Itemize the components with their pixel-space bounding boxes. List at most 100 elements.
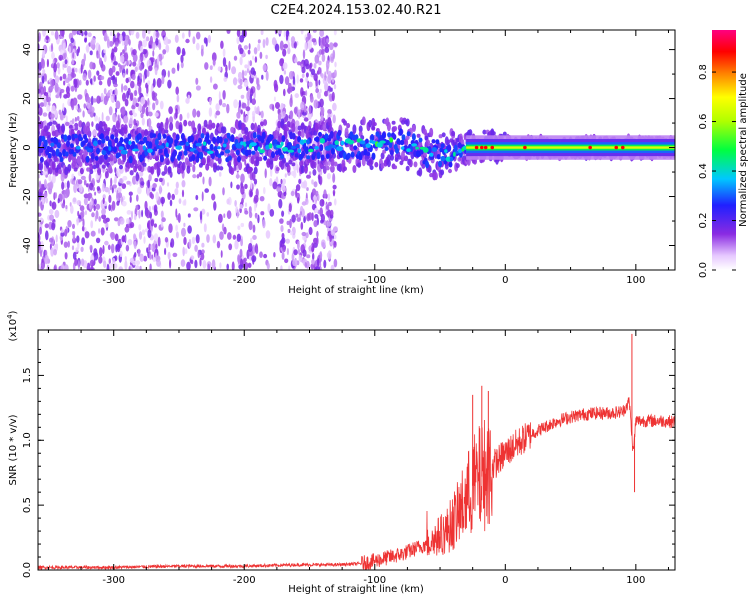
noise-cell [135,102,139,107]
noise-cell [183,236,187,246]
noise-cell [158,42,162,50]
noise-cell [118,266,123,270]
noise-cell [169,259,172,269]
band-halo-cell [324,160,329,167]
noise-cell [41,258,44,263]
noise-cell [171,67,176,74]
x-tick-label: 0 [502,575,508,586]
band-mid-cell [103,153,108,160]
band-core-cell [281,146,289,152]
noise-cell [250,179,253,190]
noise-cell [270,167,273,177]
noise-cell [195,42,200,51]
noise-cell [313,99,319,109]
noise-cell [266,262,270,270]
noise-cell [316,230,319,238]
noise-cell [311,245,315,253]
noise-cell [190,255,195,260]
band-core-cell [440,155,446,162]
spectrogram-frame [37,29,676,271]
band-halo-cell [393,126,398,132]
noise-cell [72,52,75,59]
noise-cell [218,98,223,106]
noise-cell [85,44,90,53]
band-mid-cell [128,155,133,164]
noise-cell [76,235,80,243]
noise-cell [113,217,119,222]
band-core-cell [340,140,345,146]
noise-cell [143,236,146,244]
noise-cell [152,102,156,111]
noise-cell [159,177,163,183]
band-mid-cell [435,139,440,145]
band-mid-cell [220,151,225,156]
noise-cell [100,75,105,80]
band-mid-cell [43,139,48,148]
noise-cell [127,87,131,96]
noise-cell [91,106,95,113]
band-halo-cell [433,172,438,181]
band-halo-cell [95,123,100,131]
noise-cell [273,79,278,89]
noise-cell [71,179,76,185]
noise-cell [44,74,47,82]
noise-cell [302,49,306,60]
noise-cell [303,216,306,224]
noise-cell [123,52,129,62]
noise-cell [209,65,213,70]
band-core-cell [308,148,314,153]
noise-cell [93,75,96,82]
noise-cell [207,263,211,270]
noise-cell [212,234,217,244]
noise-cell [256,105,260,115]
noise-cell [284,258,289,264]
noise-cell [121,83,124,93]
noise-cell [84,231,90,239]
band-mid-cell [56,142,61,149]
y-tick-label: 40 [22,43,33,56]
band-core-cell [175,145,182,150]
snr-lines [38,333,675,570]
band-mid-cell [41,135,46,142]
band-halo-cell [250,122,255,131]
noise-cell [192,164,196,173]
noise-cell [239,78,243,86]
noise-cell [112,257,116,266]
noise-cell [121,183,127,190]
band-halo-cell [206,155,211,162]
noise-cell [283,70,287,75]
band-halo-cell [446,139,451,144]
band-peak-dot [614,145,619,150]
y-tick-label: 1.5 [22,367,33,383]
noise-cell [77,179,83,185]
band-mid-cell [97,139,102,145]
noise-cell [302,249,307,257]
band-halo-cell [249,167,253,172]
noise-cell [326,173,331,180]
x-tick-label: -300 [102,275,125,286]
band-core-cell [240,141,244,146]
band-mid-cell [199,151,204,160]
band-core-cell [38,147,44,154]
noise-cell [72,231,76,241]
band-mid-cell [271,151,275,159]
noise-cell [161,75,165,85]
noise-cell [297,240,300,250]
noise-cell [101,64,106,72]
noise-cell [142,39,148,48]
noise-cell [309,63,312,72]
noise-cell [134,252,137,258]
band-mid-cell [116,152,121,158]
band-halo-cell [394,157,399,163]
band-core-cell [314,146,319,150]
noise-cell [61,181,65,190]
noise-cell [38,71,42,79]
band-mid-cell [173,149,178,157]
band-mid-cell [227,155,232,161]
band-halo-cell [120,127,125,137]
noise-cell [129,195,132,203]
noise-cell [63,182,67,189]
band-halo-cell [382,149,387,154]
band-halo-cell [429,127,434,138]
noise-cell [239,56,243,66]
